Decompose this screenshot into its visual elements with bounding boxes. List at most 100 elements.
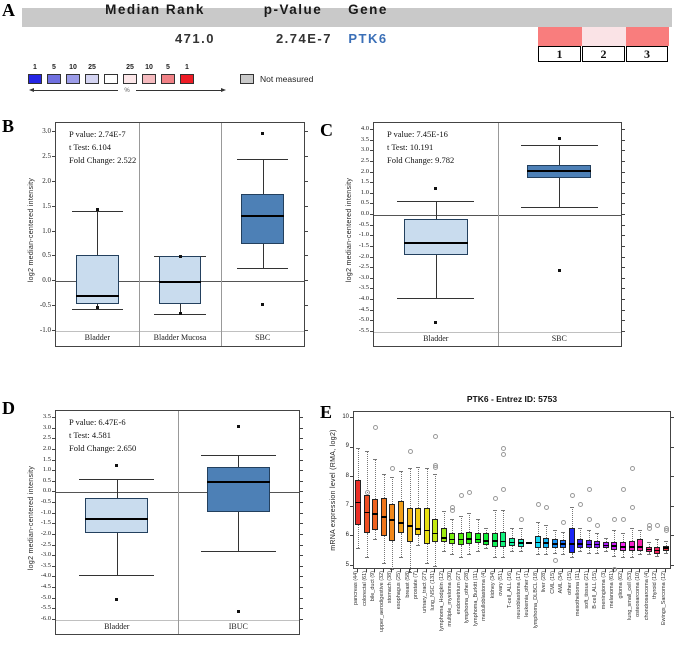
whisker-cap: [475, 518, 480, 520]
x-category-label: esophagus (25): [395, 571, 402, 610]
median-line: [509, 541, 515, 544]
legend-scale-label: 10: [69, 64, 77, 71]
y-tick-mark-left: [370, 309, 373, 311]
category-separator: [221, 123, 223, 346]
median-line: [620, 546, 627, 548]
whisker-line: [443, 542, 445, 552]
category-label: Bladder: [84, 333, 110, 342]
p-value-header: p-Value: [263, 2, 323, 17]
outlier-circle: [552, 558, 558, 564]
whisker-line: [494, 509, 496, 534]
y-tick-mark-left: [52, 255, 55, 257]
whisker-cap: [475, 551, 480, 553]
stats-line: Fold Change: 9.782: [387, 155, 455, 165]
y-tick-mark-left: [350, 565, 353, 566]
legend-swatch: [161, 74, 175, 84]
whisker-cap: [569, 506, 574, 508]
stats-line: t Test: 6.104: [69, 142, 111, 152]
y-tick-label: 1.5: [360, 178, 369, 186]
y-tick-mark-left: [370, 235, 373, 237]
median-line: [491, 540, 498, 542]
median-line: [423, 529, 430, 532]
outlier-circle: [646, 525, 652, 531]
legend-swatch: [85, 74, 99, 84]
stats-line: t Test: 4.581: [69, 430, 111, 440]
gene-header: Gene: [348, 2, 388, 17]
whisker-cap: [398, 471, 403, 473]
x-tick-mark: [502, 569, 504, 572]
median-line: [397, 522, 404, 524]
whisker-cap: [520, 206, 598, 208]
outlier-dot: [434, 186, 438, 190]
y-tick-mark-left: [350, 505, 353, 507]
oncomine-header-bar: [22, 8, 672, 27]
stats-line: Fold Change: 2.522: [69, 155, 137, 165]
whisker-cap: [433, 566, 438, 567]
whisker-cap: [467, 554, 472, 556]
y-tick-mark-left: [52, 544, 55, 546]
x-tick-mark: [434, 569, 436, 572]
whisker-cap: [518, 551, 523, 553]
gene-link[interactable]: PTK6: [348, 31, 388, 46]
outlier-circle: [595, 522, 601, 528]
category-label: SBC: [551, 334, 567, 343]
whisker-cap: [535, 521, 540, 523]
not-measured-label: Not measured: [260, 74, 314, 84]
whisker-line: [614, 549, 616, 556]
median-line: [483, 540, 490, 542]
whisker-line: [520, 527, 522, 539]
whisker-line: [375, 530, 377, 540]
y-tick-mark-left: [370, 150, 373, 152]
x-tick-mark: [365, 569, 367, 572]
whisker-line: [418, 534, 420, 546]
median-line: [474, 538, 481, 541]
x-tick-mark: [596, 569, 598, 572]
median-line: [534, 541, 541, 544]
outlier-circle: [629, 466, 635, 472]
x-category-label: pancreas (44): [353, 571, 360, 605]
box: [397, 500, 404, 534]
y-tick-label: 1.0: [360, 188, 369, 196]
outlier-circle: [621, 516, 627, 522]
whisker-cap: [603, 551, 608, 553]
y-tick-label: -0.5: [358, 220, 369, 228]
whisker-cap: [458, 557, 463, 559]
whisker-cap: [621, 533, 626, 535]
whisker-line: [580, 547, 582, 552]
legend-scale-label: 25: [88, 64, 96, 71]
outlier-circle: [612, 516, 618, 522]
whisker-cap: [71, 309, 123, 311]
y-tick-mark-left: [370, 245, 373, 247]
y-tick-mark-right: [671, 476, 674, 478]
y-tick-label: 3.0: [42, 127, 51, 135]
whisker-cap: [356, 548, 361, 550]
y-tick-label: 1.5: [42, 455, 51, 463]
heatmap-cell: [626, 27, 669, 46]
median-line: [645, 548, 652, 551]
whisker-cap: [397, 201, 475, 203]
whisker-cap: [381, 474, 386, 476]
median-line: [577, 543, 584, 545]
category-label: Bladder Mucosa: [153, 333, 207, 342]
outlier-circle: [518, 516, 524, 522]
whisker-line: [494, 546, 496, 558]
whisker-cap: [561, 531, 566, 533]
y-tick-mark-left: [52, 155, 55, 157]
whisker-cap: [373, 459, 378, 461]
whisker-line: [392, 477, 394, 504]
y-tick-mark-right: [622, 171, 625, 173]
y-tick-mark-right: [300, 597, 303, 599]
whisker-line: [262, 243, 264, 268]
x-tick-mark: [519, 569, 521, 572]
y-tick-mark-left: [370, 331, 373, 332]
y-tick-mark-right: [671, 565, 674, 566]
whisker-line: [571, 552, 573, 558]
y-tick-label: -3.0: [40, 551, 51, 559]
y-tick-label: -5.5: [40, 604, 51, 612]
y-tick-mark-right: [622, 309, 625, 311]
x-tick-mark: [579, 569, 581, 572]
whisker-line: [537, 548, 539, 555]
legend-swatch: [123, 74, 137, 84]
legend-arrow-left-line: [33, 90, 118, 91]
whisker-cap: [552, 552, 557, 554]
